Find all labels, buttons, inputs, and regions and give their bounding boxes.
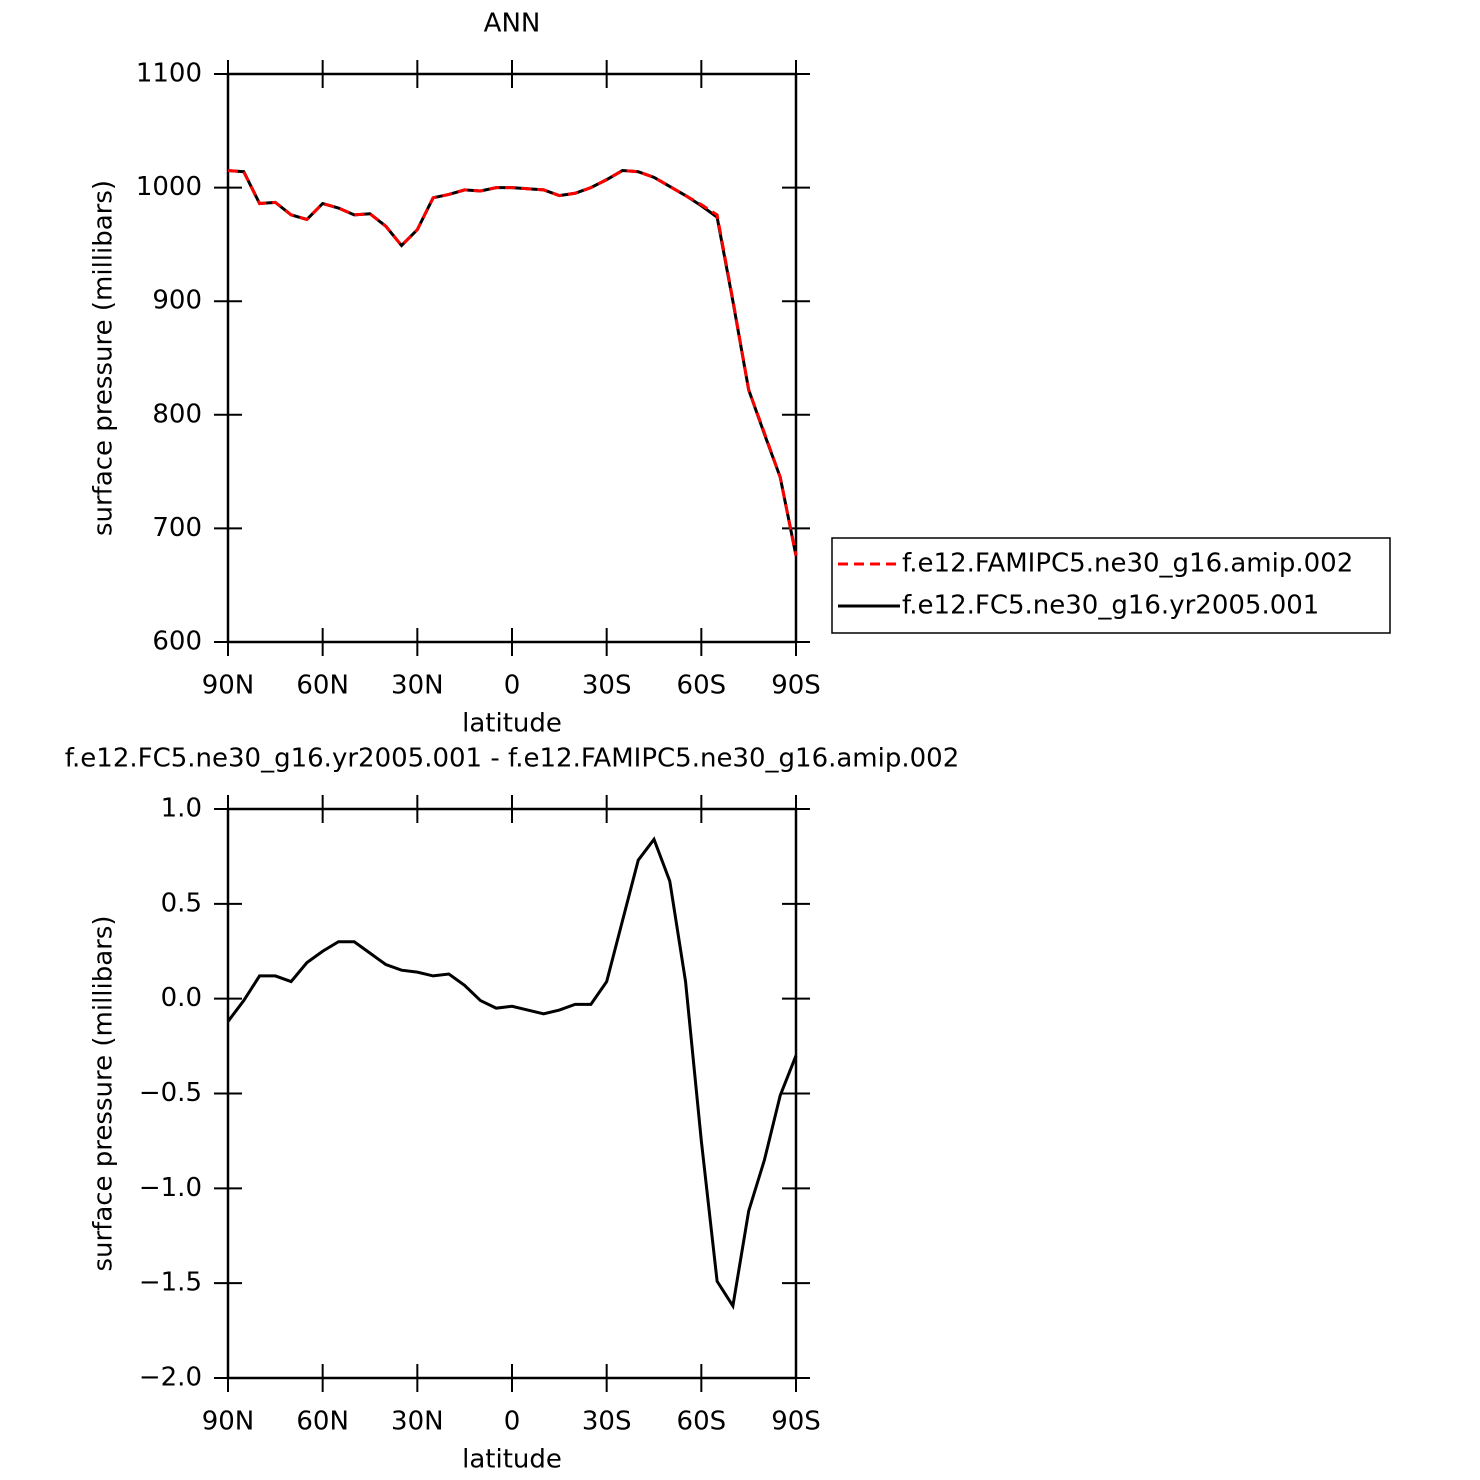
- x-tick-label: 90N: [202, 1407, 255, 1437]
- x-tick-label: 30S: [582, 1407, 632, 1437]
- x-tick-label: 60S: [677, 1407, 727, 1437]
- y-tick-label: 700: [152, 513, 202, 543]
- x-tick-label: 60S: [677, 671, 727, 701]
- x-tick-label: 60N: [296, 1407, 349, 1437]
- y-tick-label: −2.0: [139, 1363, 202, 1393]
- x-tick-label: 0: [504, 671, 521, 701]
- x-axis-label: latitude: [462, 1445, 562, 1475]
- y-tick-label: 0.5: [161, 888, 202, 918]
- legend-label: f.e12.FC5.ne30_g16.yr2005.001: [902, 591, 1319, 621]
- x-tick-label: 30N: [391, 1407, 444, 1437]
- chart-title: f.e12.FC5.ne30_g16.yr2005.001 - f.e12.FA…: [65, 744, 960, 774]
- y-tick-label: −0.5: [139, 1078, 202, 1108]
- x-tick-label: 90S: [771, 1407, 821, 1437]
- y-tick-label: −1.0: [139, 1173, 202, 1203]
- y-tick-label: 800: [152, 399, 202, 429]
- y-axis-label: surface pressure (millibars): [89, 915, 119, 1271]
- y-tick-label: 1.0: [161, 794, 202, 824]
- data-line: [227, 169, 798, 556]
- y-tick-label: 1100: [136, 59, 202, 89]
- x-axis-label: latitude: [462, 709, 562, 739]
- x-tick-label: 90S: [771, 671, 821, 701]
- data-line: [227, 169, 798, 556]
- data-line: [226, 836, 798, 1311]
- x-tick-label: 30N: [391, 671, 444, 701]
- y-axis-label: surface pressure (millibars): [89, 180, 119, 536]
- legend-label: f.e12.FAMIPC5.ne30_g16.amip.002: [902, 549, 1353, 579]
- x-tick-label: 30S: [582, 671, 632, 701]
- y-tick-label: 0.0: [161, 983, 202, 1013]
- y-tick-label: −1.5: [139, 1268, 202, 1298]
- x-tick-label: 0: [504, 1407, 521, 1437]
- y-tick-label: 1000: [136, 172, 202, 202]
- plot-frame: [226, 807, 798, 1380]
- y-tick-label: 900: [152, 286, 202, 316]
- chart-title: ANN: [484, 9, 541, 39]
- legend-box: [831, 537, 1391, 634]
- y-tick-label: 600: [152, 627, 202, 657]
- x-tick-label: 90N: [202, 671, 255, 701]
- plot-frame: [226, 72, 798, 644]
- x-tick-label: 60N: [296, 671, 349, 701]
